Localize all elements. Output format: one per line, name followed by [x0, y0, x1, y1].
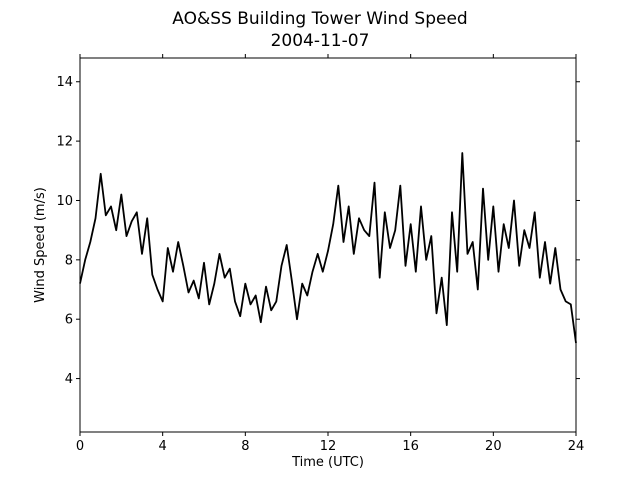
x-tick-label: 0 [76, 439, 84, 454]
x-tick-label: 24 [568, 439, 585, 454]
y-tick-label: 14 [56, 75, 73, 90]
y-axis-label: Wind Speed (m/s) [33, 187, 48, 303]
x-axis-ticks: 0 4 8 12 16 20 24 [76, 54, 584, 454]
series-layer [79, 152, 577, 344]
y-tick-label: 6 [65, 313, 73, 328]
chart-title: AO&SS Building Tower Wind Speed [172, 9, 467, 29]
x-tick-label: 8 [241, 439, 249, 454]
x-tick-label: 12 [320, 439, 337, 454]
chart-subtitle: 2004-11-07 [271, 31, 370, 51]
y-tick-label: 8 [65, 253, 73, 268]
x-tick-label: 16 [402, 439, 419, 454]
y-tick-label: 4 [65, 372, 73, 387]
y-tick-label: 12 [56, 135, 73, 150]
x-tick-label: 20 [485, 439, 502, 454]
y-axis-ticks: 4 6 8 10 12 14 [56, 75, 580, 387]
x-tick-label: 4 [159, 439, 167, 454]
wind-speed-series-line-0 [79, 152, 577, 344]
x-axis-label: Time (UTC) [291, 455, 364, 470]
y-tick-label: 10 [56, 194, 73, 209]
